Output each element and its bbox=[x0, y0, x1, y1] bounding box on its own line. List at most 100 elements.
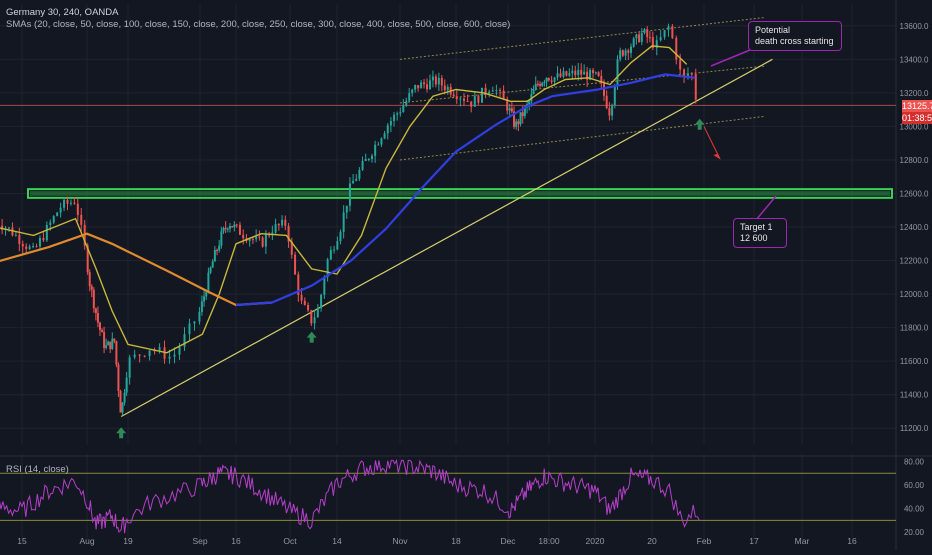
price-tick-label: 12800.0 bbox=[900, 156, 929, 165]
candle-body bbox=[316, 308, 319, 318]
candle-body bbox=[556, 73, 559, 78]
candle-body bbox=[342, 212, 345, 232]
candle-body bbox=[229, 226, 231, 229]
candle-body bbox=[173, 354, 176, 357]
candle-body bbox=[111, 338, 114, 349]
candle-body bbox=[76, 203, 79, 215]
candle-body bbox=[281, 219, 284, 226]
candle-body bbox=[393, 114, 396, 122]
candle-body bbox=[14, 234, 17, 236]
candle-body bbox=[545, 77, 548, 82]
x-tick-label: 17 bbox=[749, 536, 759, 546]
candle-body bbox=[336, 241, 339, 250]
up-arrow-icon bbox=[306, 331, 317, 343]
candle-body bbox=[218, 245, 221, 251]
candle-body bbox=[619, 50, 622, 60]
price-tick-label: 11200.0 bbox=[900, 424, 929, 433]
candle-body bbox=[158, 347, 161, 351]
candle-body bbox=[506, 99, 509, 111]
current-price-tag: 13125.7 bbox=[902, 100, 932, 112]
candle-body bbox=[630, 46, 632, 53]
x-tick-label: Aug bbox=[79, 536, 94, 546]
candle-body bbox=[115, 341, 118, 365]
sma-slow-line-orange bbox=[0, 232, 273, 307]
candle-body bbox=[264, 234, 267, 247]
chart-title[interactable]: Germany 30, 240, OANDA bbox=[6, 7, 119, 18]
candle-body bbox=[655, 40, 658, 48]
candle-body bbox=[251, 239, 254, 241]
candle-body bbox=[323, 277, 326, 295]
candle-body bbox=[532, 89, 535, 95]
candle-body bbox=[559, 73, 562, 77]
sma-legend[interactable]: SMAs (20, close, 50, close, 100, close, … bbox=[6, 19, 511, 30]
candle-body bbox=[153, 350, 156, 352]
candle-body bbox=[589, 70, 592, 80]
candle-body bbox=[193, 321, 196, 324]
candle-body bbox=[233, 224, 236, 228]
uptrend-line bbox=[120, 58, 773, 418]
candle-body bbox=[671, 26, 674, 38]
target-callout[interactable]: Target 1 12 600 bbox=[733, 218, 787, 248]
rsi-legend[interactable]: RSI (14, close) bbox=[6, 464, 69, 475]
candle-body bbox=[125, 377, 128, 393]
candle-body bbox=[452, 94, 455, 97]
candle-body bbox=[592, 70, 595, 74]
candle-body bbox=[25, 246, 28, 249]
candle-body bbox=[56, 212, 59, 217]
candle-body bbox=[484, 87, 487, 94]
candle-body bbox=[32, 246, 35, 248]
down-arrow-icon bbox=[713, 153, 721, 160]
down-arrow-shaft bbox=[703, 126, 721, 159]
candle-body bbox=[377, 144, 380, 146]
candle-body bbox=[355, 178, 358, 181]
sma-slow-line-blue bbox=[235, 73, 696, 307]
candle-body bbox=[565, 71, 568, 76]
candle-body bbox=[287, 225, 290, 242]
candle-body bbox=[277, 224, 280, 226]
candle-body bbox=[364, 159, 367, 162]
candle-body bbox=[446, 86, 449, 91]
candle-body bbox=[694, 73, 697, 100]
candle-body bbox=[28, 246, 31, 249]
candle-body bbox=[248, 239, 251, 242]
candle-body bbox=[117, 364, 120, 391]
candle-body bbox=[605, 95, 608, 109]
candle-body bbox=[519, 112, 522, 125]
candle-body bbox=[320, 294, 323, 309]
x-tick-label: 20 bbox=[647, 536, 657, 546]
candle-body bbox=[198, 311, 201, 322]
support-zone-fill bbox=[30, 191, 890, 196]
x-tick-label: 16 bbox=[231, 536, 241, 546]
x-tick-label: Feb bbox=[697, 536, 712, 546]
candle-body bbox=[420, 82, 423, 89]
candle-body bbox=[18, 234, 21, 245]
candle-body bbox=[80, 214, 83, 225]
candle-body bbox=[624, 50, 627, 56]
candle-body bbox=[220, 231, 223, 246]
candle-body bbox=[417, 85, 420, 89]
candle-body bbox=[414, 85, 417, 90]
candle-body bbox=[675, 37, 678, 60]
candle-body bbox=[473, 96, 476, 107]
candle-body bbox=[408, 93, 411, 101]
x-tick-label: 15 bbox=[17, 536, 27, 546]
candle-body bbox=[242, 234, 245, 239]
death-cross-callout[interactable]: Potential death cross starting bbox=[748, 21, 842, 51]
candle-body bbox=[389, 121, 392, 126]
candle-body bbox=[207, 272, 210, 293]
candle-body bbox=[562, 71, 565, 77]
price-tick-label: 11800.0 bbox=[900, 324, 929, 333]
candle-body bbox=[646, 29, 649, 38]
candle-body bbox=[101, 330, 104, 333]
candle-body bbox=[333, 249, 336, 251]
candle-body bbox=[213, 249, 216, 262]
candle-body bbox=[508, 108, 511, 111]
candle-body bbox=[667, 26, 670, 31]
candle-body bbox=[470, 101, 473, 107]
candle-body bbox=[113, 338, 116, 342]
candle-body bbox=[683, 69, 686, 77]
candle-body bbox=[380, 138, 383, 145]
candle-body bbox=[515, 121, 518, 127]
